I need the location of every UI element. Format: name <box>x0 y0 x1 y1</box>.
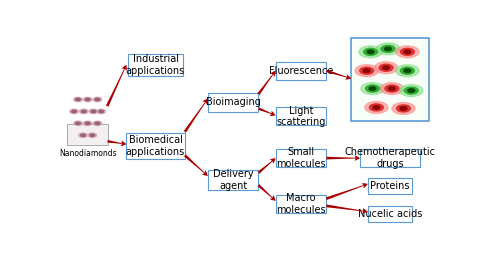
Circle shape <box>355 65 378 77</box>
Circle shape <box>86 98 90 101</box>
Circle shape <box>93 121 102 126</box>
Text: Chemotherapeutic
drugs: Chemotherapeutic drugs <box>344 147 436 169</box>
Circle shape <box>88 133 96 138</box>
Text: Industrial
applications: Industrial applications <box>126 54 185 76</box>
Circle shape <box>404 50 411 54</box>
Text: Nucelic acids: Nucelic acids <box>358 209 422 219</box>
FancyBboxPatch shape <box>276 149 326 167</box>
Circle shape <box>80 109 88 114</box>
FancyBboxPatch shape <box>360 149 420 167</box>
FancyBboxPatch shape <box>126 133 184 159</box>
Circle shape <box>99 110 103 112</box>
Text: Nanodiamonds: Nanodiamonds <box>59 149 116 158</box>
Circle shape <box>400 85 423 96</box>
Circle shape <box>385 85 399 92</box>
Circle shape <box>404 87 418 94</box>
Text: Light
scattering: Light scattering <box>276 106 326 127</box>
Circle shape <box>392 102 415 114</box>
FancyBboxPatch shape <box>351 38 428 121</box>
FancyBboxPatch shape <box>208 170 258 190</box>
FancyBboxPatch shape <box>368 206 412 222</box>
Circle shape <box>404 69 411 72</box>
Text: Proteins: Proteins <box>370 181 410 191</box>
Circle shape <box>74 97 82 102</box>
Text: Macro
molecules: Macro molecules <box>276 193 326 215</box>
FancyBboxPatch shape <box>368 178 412 194</box>
Circle shape <box>360 67 374 74</box>
Circle shape <box>366 85 380 92</box>
Circle shape <box>74 121 82 126</box>
Circle shape <box>93 97 102 102</box>
Circle shape <box>384 47 392 51</box>
Circle shape <box>361 83 384 94</box>
Circle shape <box>79 133 88 138</box>
Circle shape <box>76 98 80 101</box>
Circle shape <box>364 48 378 55</box>
Circle shape <box>91 110 96 112</box>
Circle shape <box>95 98 100 101</box>
Circle shape <box>90 134 94 136</box>
Text: Biomedical
applications: Biomedical applications <box>126 135 185 157</box>
Circle shape <box>367 50 374 54</box>
Circle shape <box>400 107 407 110</box>
Circle shape <box>80 134 86 136</box>
Circle shape <box>370 104 384 111</box>
Circle shape <box>396 105 410 112</box>
Circle shape <box>400 48 414 55</box>
Circle shape <box>373 106 380 109</box>
Circle shape <box>382 66 390 69</box>
Circle shape <box>89 109 98 114</box>
Circle shape <box>95 122 100 125</box>
Circle shape <box>374 62 398 74</box>
Circle shape <box>97 109 106 114</box>
Circle shape <box>396 46 419 58</box>
Circle shape <box>376 43 400 55</box>
FancyBboxPatch shape <box>276 62 326 80</box>
Circle shape <box>84 97 92 102</box>
Circle shape <box>76 122 80 125</box>
FancyBboxPatch shape <box>208 93 258 112</box>
FancyBboxPatch shape <box>128 54 182 76</box>
Circle shape <box>369 87 376 90</box>
Text: Fluorescence: Fluorescence <box>268 66 333 76</box>
Circle shape <box>388 87 396 90</box>
Circle shape <box>72 110 76 112</box>
Circle shape <box>70 109 78 114</box>
Circle shape <box>363 69 370 72</box>
FancyBboxPatch shape <box>68 124 108 145</box>
Text: Bioimaging: Bioimaging <box>206 98 260 108</box>
FancyBboxPatch shape <box>276 195 326 213</box>
Circle shape <box>396 65 419 77</box>
Circle shape <box>408 89 414 92</box>
Circle shape <box>381 45 395 52</box>
Circle shape <box>365 101 388 114</box>
Circle shape <box>400 67 414 74</box>
Circle shape <box>86 122 90 125</box>
Text: Delivery
agent: Delivery agent <box>212 169 254 191</box>
Circle shape <box>379 64 393 71</box>
Text: Small
molecules: Small molecules <box>276 147 326 169</box>
Circle shape <box>380 83 404 94</box>
Circle shape <box>82 110 86 112</box>
Circle shape <box>359 46 382 58</box>
Circle shape <box>84 121 92 126</box>
FancyBboxPatch shape <box>276 107 326 125</box>
